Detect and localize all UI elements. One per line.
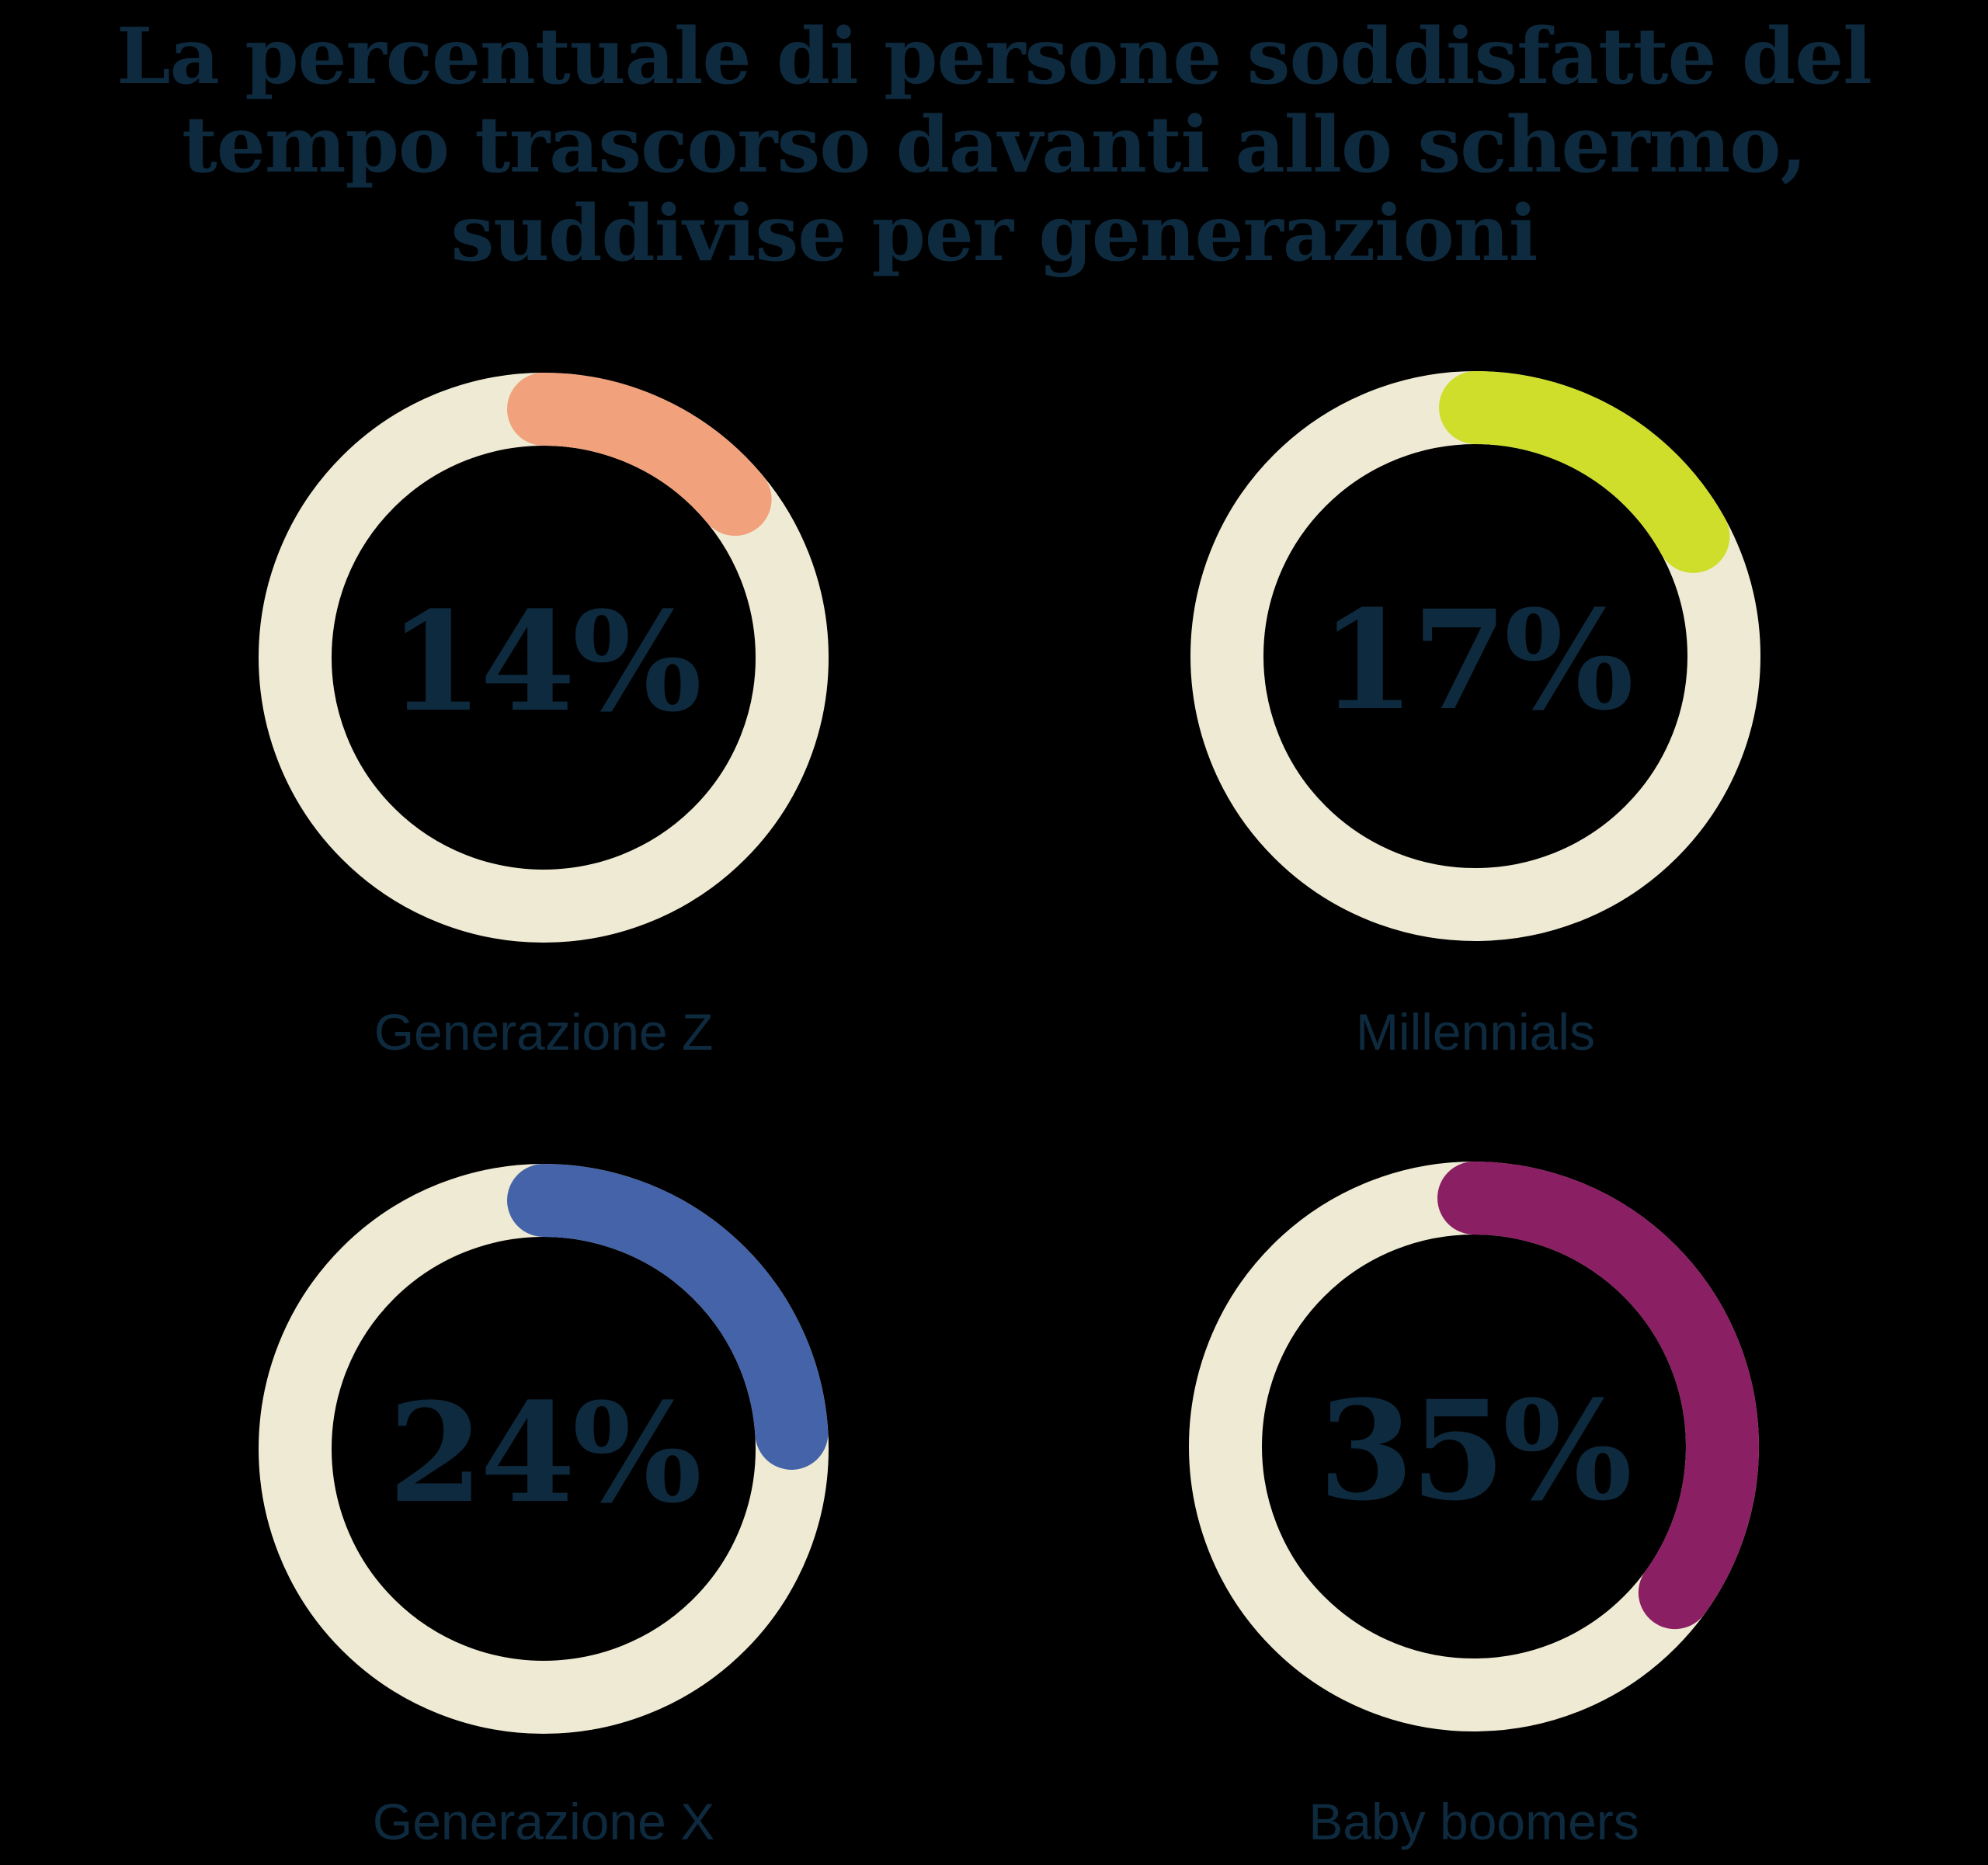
- donut-value-arc: [259, 1164, 829, 1734]
- donut-value-arc: [1190, 371, 1760, 941]
- donut-baby-boomers: 35%: [1187, 1159, 1761, 1734]
- donut-generazione-x-ring: [259, 1164, 829, 1734]
- donut-generazione-z: 14%: [256, 370, 831, 945]
- donut-millennials-ring: [1190, 371, 1760, 941]
- donut-category-label-generazione-z: Generazione Z: [374, 1003, 714, 1061]
- donut-category-label-baby-boomers: Baby boomers: [1309, 1793, 1639, 1850]
- donut-value-label: 17%: [1319, 579, 1634, 741]
- donut-value-label: 14%: [388, 581, 702, 742]
- chart-title-line-2: tempo trascorso davanti allo schermo,: [182, 100, 1807, 190]
- chart-title: La percentuale di persone soddisfatte de…: [0, 12, 1988, 278]
- donut-generazione-z-ring: [259, 373, 829, 943]
- donut-baby-boomers-ring: [1189, 1162, 1759, 1731]
- donut-value-label: 24%: [388, 1372, 702, 1533]
- donut-category-label-millennials: Millennials: [1355, 1003, 1596, 1061]
- donut-value-arc: [1189, 1162, 1759, 1731]
- chart-title-line-3: suddivise per generazioni: [450, 189, 1538, 279]
- donut-generazione-x: 24%: [256, 1162, 831, 1736]
- donut-category-label-generazione-x: Generazione X: [372, 1793, 715, 1850]
- donut-value-arc: [259, 373, 829, 943]
- donut-value-label: 35%: [1318, 1370, 1632, 1531]
- donut-millennials: 17%: [1188, 369, 1763, 943]
- chart-title-line-1: La percentuale di persone soddisfatte de…: [116, 12, 1872, 102]
